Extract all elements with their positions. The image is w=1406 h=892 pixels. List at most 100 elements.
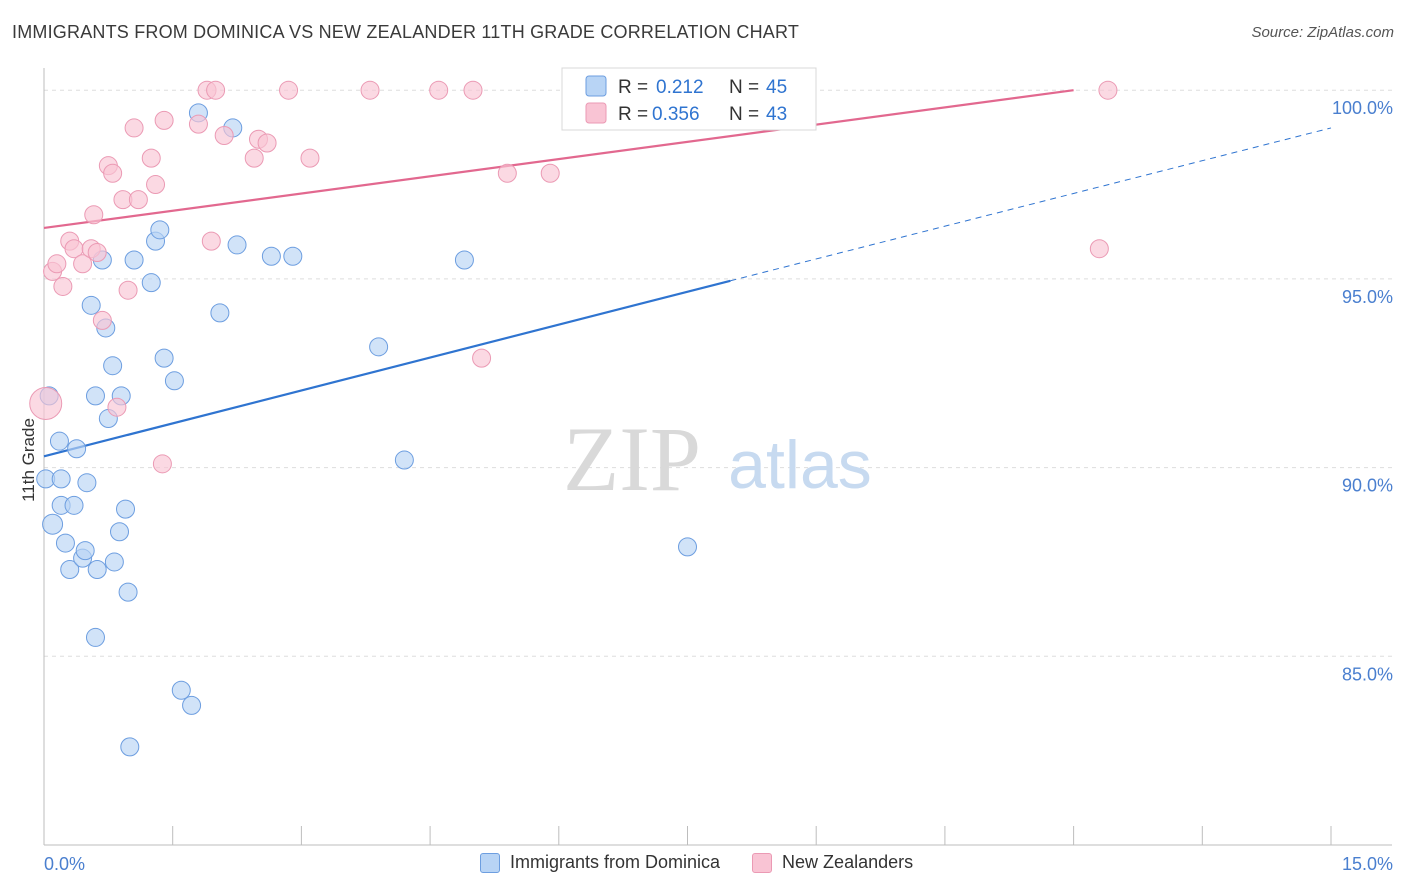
new-zealanders-point-2 (47, 254, 67, 274)
dominica-point-22 (110, 522, 130, 542)
new-zealanders-point-19 (146, 175, 166, 195)
legend-n-label-1: N = (729, 104, 759, 125)
source-label: Source: ZipAtlas.com (1251, 24, 1394, 41)
data-points (29, 80, 1118, 757)
dominica-point-8 (64, 495, 84, 515)
new-zealanders-point-22 (188, 114, 208, 134)
y-tick-labels: 85.0% 90.0% 95.0% 100.0% (1332, 98, 1393, 684)
dominica-point-36 (210, 303, 230, 323)
axes (43, 68, 1392, 846)
dominica-point-26 (120, 737, 140, 757)
dominica-point-14 (85, 627, 105, 647)
y-tick-label-95: 95.0% (1342, 287, 1393, 307)
new-zealanders-point-27 (244, 148, 264, 168)
y-axis-title: 11th Grade (19, 418, 38, 502)
dominica-point-43 (454, 250, 474, 270)
y-tick-label-85: 85.0% (1342, 664, 1393, 684)
new-zealanders-point-29 (257, 133, 277, 153)
trend-line-dominica (43, 279, 731, 458)
dominica-point-34 (182, 695, 202, 715)
legend-r-value-1: 0.356 (652, 104, 700, 125)
new-zealanders-point-15 (118, 280, 138, 300)
dominica-point-25 (118, 582, 138, 602)
legend-n-label-0: N = (729, 77, 759, 98)
new-zealanders-point-33 (429, 80, 449, 100)
dominica-point-39 (261, 246, 281, 266)
dominica-point-42 (394, 450, 414, 470)
watermark-atlas: atlas (728, 427, 872, 503)
dominica-point-24 (116, 499, 136, 519)
new-zealanders-point-0 (29, 386, 63, 420)
x-tick-label-max: 15.0% (1342, 854, 1393, 874)
new-zealanders-point-21 (154, 110, 174, 130)
grid-lines (44, 89, 1392, 657)
dominica-point-41 (369, 337, 389, 357)
dominica-point-31 (154, 348, 174, 368)
legend-r-label-0: R = (618, 77, 648, 98)
new-zealanders-point-12 (103, 163, 123, 183)
legend-swatch-dominica (480, 852, 500, 873)
legend-label-new-zealanders: New Zealanders (782, 852, 914, 872)
x-tick-label-min: 0.0% (44, 854, 85, 874)
bottom-legend: Immigrants from Dominica New Zealanders (480, 852, 945, 873)
dominica-point-33 (171, 680, 191, 700)
dominica-point-16 (87, 559, 107, 579)
new-zealanders-point-37 (540, 163, 560, 183)
dominica-point-21 (104, 552, 124, 572)
y-tick-label-90: 90.0% (1342, 476, 1393, 496)
dominica-point-13 (81, 295, 101, 315)
new-zealanders-point-34 (463, 80, 483, 100)
new-zealanders-point-20 (152, 454, 172, 474)
trend-line-new-zealanders (43, 89, 1074, 230)
dominica-point-9 (67, 439, 87, 459)
new-zealanders-point-32 (360, 80, 380, 100)
x-tick-labels: 0.0% 15.0% (44, 854, 1393, 874)
new-zealanders-point-26 (214, 125, 234, 145)
new-zealanders-point-25 (206, 80, 226, 100)
legend-r-value-0: 0.212 (656, 77, 704, 98)
dominica-point-4 (49, 431, 69, 451)
dominica-point-7 (60, 559, 80, 579)
watermark-zip: ZIP (563, 408, 701, 510)
new-zealanders-point-24 (201, 231, 221, 251)
dominica-point-40 (283, 246, 303, 266)
dominica-point-2 (42, 513, 64, 535)
dominica-point-6 (55, 533, 75, 553)
legend-n-value-1: 43 (766, 104, 787, 125)
new-zealanders-point-17 (128, 190, 148, 210)
dominica-point-15 (85, 386, 105, 406)
dominica-point-27 (124, 250, 144, 270)
new-zealanders-point-39 (1098, 80, 1118, 100)
dominica-point-30 (150, 220, 170, 240)
new-zealanders-point-8 (84, 205, 104, 225)
legend-swatch-new-zealanders (752, 852, 773, 873)
legend-item-dominica: Immigrants from Dominica (480, 852, 720, 873)
watermark: ZIP atlas (563, 408, 872, 510)
dominica-point-38 (227, 235, 247, 255)
legend-swatch-pink (585, 102, 607, 124)
new-zealanders-point-35 (472, 348, 492, 368)
trend-line-dominica-extension (730, 127, 1332, 282)
dominica-point-3 (51, 469, 71, 489)
new-zealanders-point-6 (73, 254, 93, 274)
new-zealanders-point-10 (92, 310, 112, 330)
y-tick-label-100: 100.0% (1332, 98, 1393, 118)
new-zealanders-point-18 (141, 148, 161, 168)
legend-n-value-0: 45 (766, 77, 787, 98)
dominica-point-44 (678, 537, 697, 557)
dominica-point-32 (164, 371, 184, 391)
chart-title: IMMIGRANTS FROM DOMINICA VS NEW ZEALANDE… (12, 22, 800, 42)
legend-r-label-1: R = (618, 104, 648, 125)
legend-label-dominica: Immigrants from Dominica (510, 852, 721, 872)
top-legend: R = 0.212 N = 45 R = 0.356 N = 43 (561, 67, 817, 131)
new-zealanders-point-3 (53, 276, 73, 296)
new-zealanders-point-36 (497, 163, 517, 183)
new-zealanders-point-9 (87, 242, 107, 262)
new-zealanders-point-30 (279, 80, 299, 100)
legend-item-new-zealanders: New Zealanders (752, 852, 913, 873)
dominica-point-28 (141, 273, 161, 293)
dominica-point-11 (75, 541, 95, 561)
dominica-point-12 (77, 473, 97, 493)
legend-swatch-blue (585, 75, 607, 97)
